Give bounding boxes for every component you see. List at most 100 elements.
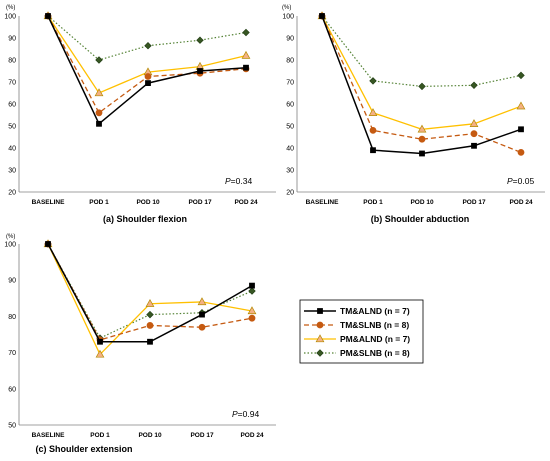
data-point [45,241,51,247]
data-point [518,126,524,133]
data-point [419,150,425,157]
data-point [517,148,525,156]
x-tick-label: POD 1 [89,199,109,206]
data-point [197,68,203,74]
y-unit-label: (%) [6,234,15,240]
data-point [516,101,526,110]
legend-swatch-marker [316,349,324,357]
data-point [144,73,152,80]
x-tick-label: POD 17 [188,199,212,206]
y-tick-label: 100 [4,242,16,249]
p-value-label: P=0.34 [225,176,252,186]
data-point [96,120,102,127]
x-tick-label: POD 10 [138,432,162,439]
data-point [95,109,103,117]
y-tick-label: 20 [286,190,294,197]
x-tick-label: POD 24 [509,199,533,206]
y-tick-label: 50 [8,124,16,131]
data-point [94,88,104,97]
y-tick-label: 100 [282,14,294,21]
data-point [145,80,151,86]
data-point [319,13,325,19]
series-line [47,15,247,61]
legend-label: TM&ALND (n = 7) [340,306,410,316]
data-point [418,82,426,91]
p-value-label: P=0.05 [507,176,534,186]
p-value-symbol: P [225,176,231,186]
p-value-symbol: P [507,176,513,186]
x-tick-label: POD 24 [234,199,258,206]
y-tick-label: 70 [8,80,16,87]
y-tick-label: 100 [4,14,16,21]
y-tick-label: 50 [8,423,16,430]
y-tick-label: 90 [8,278,16,285]
data-point [145,299,155,307]
p-value-symbol: P [232,409,238,419]
y-tick-label: 60 [8,102,16,109]
legend-label: PM&ALND (n = 7) [340,334,410,344]
data-point [146,322,154,329]
legend: TM&ALND (n = 7) TM&SLNB (n = 8) PM&ALND (n… [299,299,424,364]
y-unit-label: (%) [282,5,291,11]
data-point [418,135,426,143]
chart-caption: (a) Shoulder flexion [103,214,187,224]
data-point [417,124,427,133]
data-point [469,119,479,127]
y-unit-label: (%) [6,5,15,11]
x-tick-label: POD 10 [136,199,160,206]
data-point [198,323,206,331]
data-point [242,28,250,37]
p-value-number: =0.05 [513,176,535,186]
data-point [146,310,154,319]
p-value-number: =0.94 [238,409,260,419]
y-tick-label: 30 [8,168,16,175]
data-point [248,314,256,322]
data-point [249,282,255,289]
series-line [321,15,522,88]
data-point [97,338,103,345]
legend-swatch-marker [315,334,325,343]
data-point [247,306,257,315]
data-point [470,81,478,90]
y-tick-label: 90 [8,36,16,43]
y-tick-label: 60 [8,386,16,393]
data-point [369,77,377,85]
data-point [370,147,376,154]
y-tick-label: 80 [286,58,294,65]
x-tick-label: POD 10 [410,199,434,206]
x-tick-label: POD 1 [363,199,383,206]
x-tick-label: BASELINE [32,199,66,206]
y-tick-label: 40 [8,146,16,153]
chart-shoulder-abduction: 20 30 40 50 60 70 80 90 100 BASELINE POD 1 POD 10 PO… [282,5,545,224]
data-point [368,108,378,116]
data-point [243,64,249,71]
y-tick-label: 50 [286,124,294,131]
chart-caption: (c) Shoulder extension [35,444,132,454]
data-point [471,142,477,149]
legend-label: PM&SLNB (n = 8) [340,348,410,358]
y-tick-label: 70 [8,350,16,357]
y-tick-label: 60 [286,102,294,109]
data-point [241,50,251,59]
data-point [517,71,525,80]
data-point [95,349,105,358]
data-point [248,287,256,295]
p-value-number: =0.34 [231,176,253,186]
y-tick-label: 20 [8,190,16,197]
series-line [321,15,522,130]
y-tick-label: 40 [286,146,294,153]
legend-label: TM&SLNB (n = 8) [340,320,409,330]
p-value-label: P=0.94 [232,409,259,419]
legend-swatch-marker [317,308,323,314]
y-tick-label: 30 [286,168,294,175]
chart-shoulder-extension: 50 60 70 80 90 100 BASELINE POD 1 POD 10 POD 17 PO… [4,234,276,454]
data-point [95,56,103,64]
legend-swatch-marker [316,321,324,329]
x-tick-label: BASELINE [32,432,66,439]
series-line [47,15,247,114]
chart-shoulder-flexion: 20 30 40 50 60 70 80 90 100 BASELINE POD 1 POD 10 PO… [4,5,276,224]
x-tick-label: POD 17 [462,199,486,206]
x-tick-label: BASELINE [306,199,340,206]
y-tick-label: 90 [286,36,294,43]
